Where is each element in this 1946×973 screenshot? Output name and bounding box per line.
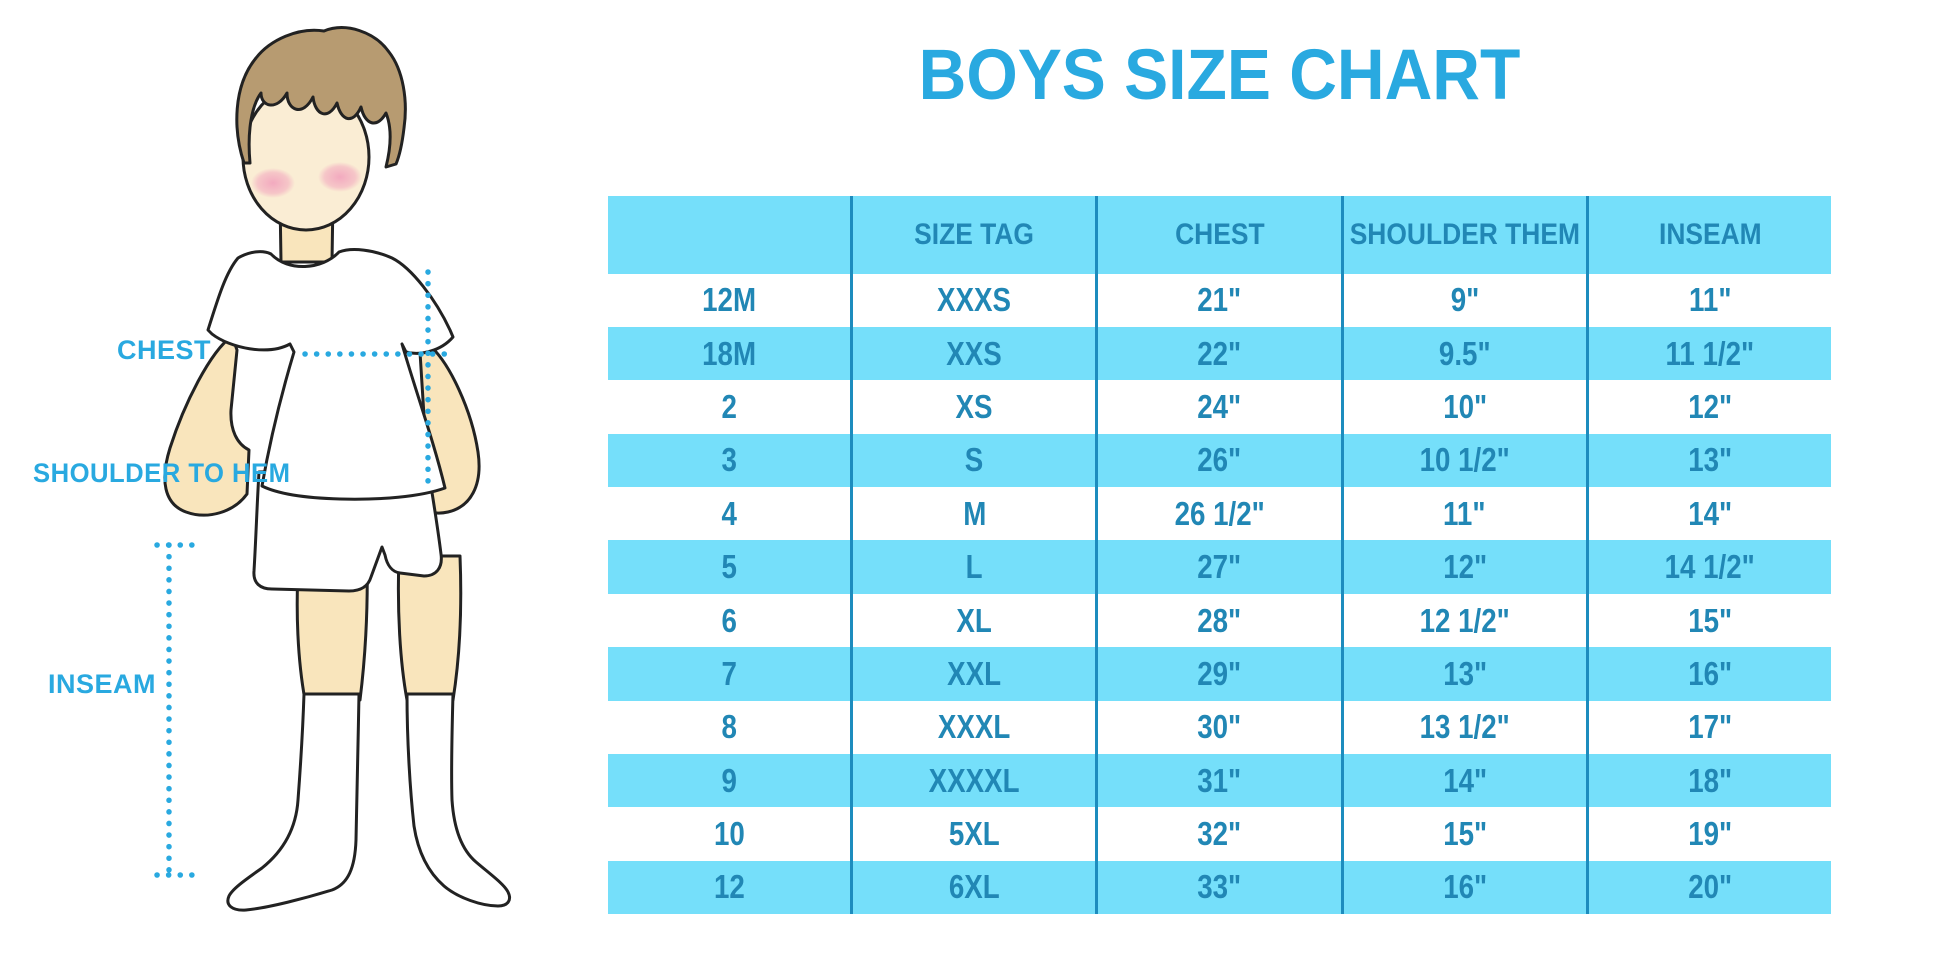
table-row: 10 5XL 32" 15" 19" (608, 807, 1831, 861)
table-cell: 10 1/2" (1340, 433, 1586, 488)
chest-label: CHEST (117, 335, 212, 365)
table-cell: 13" (1340, 647, 1586, 701)
table-cell: 6 (721, 601, 737, 639)
table-cell: 11" (1585, 273, 1831, 327)
table-cell: 6XL (850, 860, 1095, 915)
table-cell: 21" (1095, 273, 1340, 327)
table-row: 12 6XL 33" 16" 20" (608, 860, 1831, 915)
table-header-cell-chest: CHEST (1095, 196, 1340, 274)
table-header-cell (608, 196, 850, 274)
table-cell: XS (850, 380, 1095, 434)
table-cell: 12M (702, 281, 757, 319)
table-cell: 19" (1585, 807, 1831, 861)
table-cell: M (850, 487, 1095, 541)
table-cell: 16" (1340, 860, 1586, 915)
table-row: 4 M 26 1/2" 11" 14" (608, 487, 1831, 541)
table-cell: 10 (713, 815, 745, 853)
table-cell: 14" (1340, 754, 1586, 808)
table-cell: S (850, 433, 1095, 488)
table-cell: L (850, 540, 1095, 594)
table-header-row: SIZE TAG CHEST SHOULDER THEM INSEAM (608, 196, 1831, 274)
table-cell: 9.5" (1340, 326, 1586, 381)
table-cell: 11" (1340, 487, 1586, 541)
table-row: 9 XXXXL 31" 14" 18" (608, 754, 1831, 808)
table-cell: 27" (1095, 540, 1340, 594)
table-cell: 14 1/2" (1585, 540, 1831, 594)
table-cell: 13" (1585, 433, 1831, 488)
table-cell: 30" (1095, 700, 1340, 755)
table-cell: 4 (721, 494, 737, 532)
right-cheek-blush (318, 162, 362, 192)
table-header-cell-shoulder-them: SHOULDER THEM (1340, 196, 1586, 274)
t-shirt (206, 248, 455, 501)
inseam-label: INSEAM (48, 669, 157, 699)
table-cell: 12" (1340, 540, 1586, 594)
table-cell: 18M (702, 334, 757, 372)
table-cell: XXXS (850, 273, 1095, 327)
table-cell: 8 (721, 708, 737, 746)
size-table: SIZE TAG CHEST SHOULDER THEM INSEAM 12M X… (608, 196, 1831, 915)
left-arm (163, 334, 251, 517)
table-cell: 26 1/2" (1095, 487, 1340, 541)
table-cell: 12 1/2" (1340, 593, 1586, 648)
table-header-cell-size-tag: SIZE TAG (850, 196, 1095, 274)
table-cell: 16" (1585, 647, 1831, 701)
boy-illustration (154, 26, 512, 912)
table-cell: 9 (721, 761, 737, 799)
table-cell: 12 (713, 868, 745, 906)
table-row: 8 XXXL 30" 13 1/2" 17" (608, 700, 1831, 755)
right-leg (396, 554, 463, 702)
table-cell: 14" (1585, 487, 1831, 541)
table-cell: 11 1/2" (1585, 326, 1831, 381)
table-cell: 26" (1095, 433, 1340, 488)
table-cell: 33" (1095, 860, 1340, 915)
table-cell: 15" (1585, 593, 1831, 648)
page-title: BOYS SIZE CHART (918, 36, 1521, 115)
table-cell: XXL (850, 647, 1095, 701)
table-cell: 3 (721, 441, 737, 479)
table-cell: XL (850, 593, 1095, 648)
hair (235, 26, 407, 169)
table-cell: 32" (1095, 807, 1340, 861)
table-cell: 5XL (850, 807, 1095, 861)
table-row: 2 XS 24" 10" 12" (608, 380, 1831, 434)
table-row: 6 XL 28" 12 1/2" 15" (608, 593, 1831, 648)
table-header-cell-inseam: INSEAM (1585, 196, 1831, 274)
table-cell: 17" (1585, 700, 1831, 755)
shoulder-to-hem-label: SHOULDER TO HEM (33, 458, 291, 488)
table-row: 18M XXS 22" 9.5" 11 1/2" (608, 326, 1831, 381)
table-row: 12M XXXS 21" 9" 11" (608, 273, 1831, 327)
table-row: 7 XXL 29" 13" 16" (608, 647, 1831, 701)
table-cell: XXXXL (850, 754, 1095, 808)
left-cheek-blush (251, 168, 295, 198)
table-cell: 15" (1340, 807, 1586, 861)
table-cell: 7 (721, 654, 737, 692)
table-cell: XXXL (850, 700, 1095, 755)
table-cell: 10" (1340, 380, 1586, 434)
table-cell: 18" (1585, 754, 1831, 808)
table-row: 5 L 27" 12" 14 1/2" (608, 540, 1831, 594)
table-cell: 2 (721, 387, 737, 425)
table-cell: 24" (1095, 380, 1340, 434)
table-cell: 9" (1340, 273, 1586, 327)
table-cell: 29" (1095, 647, 1340, 701)
table-cell: 31" (1095, 754, 1340, 808)
boy-measurement-diagram: CHEST SHOULDER TO HEM INSEAM (0, 0, 540, 973)
table-cell: 22" (1095, 326, 1340, 381)
table-cell: 12" (1585, 380, 1831, 434)
size-table-body: 12M XXXS 21" 9" 11" 18M XXS 22" 9.5" 11 1/2" 2 XS 24… (608, 273, 1831, 915)
left-sock (226, 692, 361, 912)
table-row: 3 S 26" 10 1/2" 13" (608, 433, 1831, 488)
table-cell: 20" (1585, 860, 1831, 915)
right-sock (405, 692, 512, 908)
table-cell: XXS (850, 326, 1095, 381)
table-cell: 5 (721, 548, 737, 586)
table-cell: 13 1/2" (1340, 700, 1586, 755)
table-cell: 28" (1095, 593, 1340, 648)
